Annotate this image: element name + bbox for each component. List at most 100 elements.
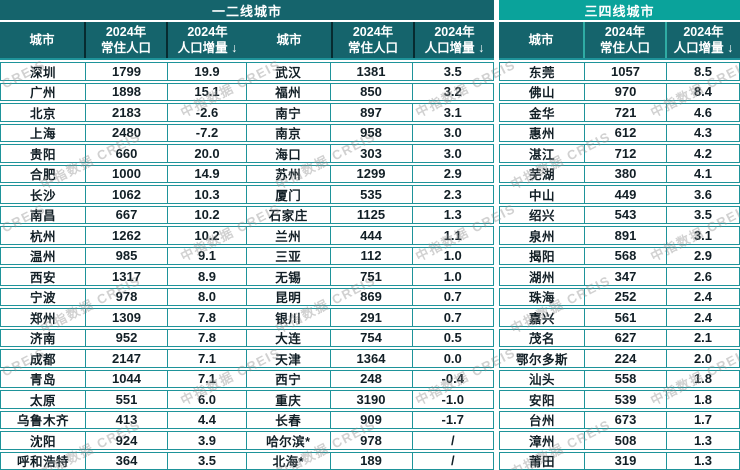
cell-population: 539 — [584, 391, 666, 408]
cell-city: 苏州 — [275, 168, 302, 182]
cell-population: 444 — [329, 227, 412, 244]
col-header-delta: 2024年 人口增量 ↓ — [665, 22, 740, 58]
cell-population: 543 — [584, 206, 666, 223]
cell-city: 福州 — [275, 86, 302, 100]
cell-delta: 4.3 — [666, 124, 739, 141]
cell-population: 2480 — [85, 124, 167, 141]
cell-delta: 10.2 — [167, 227, 246, 244]
cell-delta: -2.6 — [167, 104, 246, 121]
cell-population: 985 — [85, 247, 167, 264]
cell-city: 青岛 — [29, 373, 56, 387]
cell-delta: 4.2 — [666, 145, 739, 162]
tier34-subtables: 城市 2024年 常住人口 2024年 人口增量 ↓ 东莞 1057 8.5 佛山 970 8.4 金… — [499, 22, 740, 470]
cell-city: 茂名 — [528, 332, 555, 346]
table-row: 贵阳 660 20.0 — [0, 144, 247, 163]
table-rows: 东莞 1057 8.5 佛山 970 8.4 金华 721 4.6 惠州 612 4.3 湛江 712 4.… — [499, 60, 740, 470]
cell-delta: 8.9 — [167, 268, 246, 285]
cell-population: 551 — [85, 391, 167, 408]
cell-population: 449 — [584, 186, 666, 203]
cell-delta: 3.9 — [167, 432, 246, 449]
table-row: 西宁 248 -0.4 — [247, 369, 494, 388]
cell-city: 大连 — [275, 332, 302, 346]
cell-population: 1299 — [329, 165, 412, 182]
cell-population: 319 — [584, 452, 666, 469]
table-row: 北海* 189/ — [247, 451, 494, 470]
subtable-tier12-b: 城市 2024年 常住人口 2024年 人口增量 ↓ 武汉 1381 3.5 福州 850 3.2 南… — [247, 22, 494, 470]
table-row: 福州 850 3.2 — [247, 82, 494, 101]
cell-city: 三亚 — [275, 250, 302, 264]
cell-delta: 1.3 — [411, 206, 494, 223]
cell-delta: 2.0 — [666, 350, 739, 367]
table-row: 合肥 1000 14.9 — [0, 164, 247, 183]
cell-population: 189 — [329, 452, 412, 469]
cell-delta: 1.8 — [666, 391, 739, 408]
table-row: 金华 721 4.6 — [499, 103, 740, 122]
cell-population: 3190 — [329, 391, 412, 408]
table-row: 台州 673 1.7 — [499, 410, 740, 429]
cell-city: 合肥 — [29, 168, 56, 182]
col-header-population: 2024年 常住人口 — [583, 22, 665, 58]
section-tier34: 三四线城市 城市 2024年 常住人口 2024年 人口增量 ↓ 东莞 1057 8.5 佛山 9… — [499, 0, 740, 470]
cell-population: 924 — [85, 432, 167, 449]
cell-delta: 1.8 — [666, 370, 739, 387]
cell-population: 1000 — [85, 165, 167, 182]
cell-delta: 8.0 — [167, 288, 246, 305]
cell-city: 武汉 — [275, 65, 302, 80]
cell-city: 南昌 — [29, 209, 56, 223]
cell-delta: 2.3 — [411, 186, 494, 203]
table-row: 北京 2183 -2.6 — [0, 103, 247, 122]
cell-city: 重庆 — [275, 393, 302, 408]
cell-delta: -1.0 — [411, 391, 494, 408]
cell-population: 558 — [584, 370, 666, 387]
cell-population: 413 — [85, 411, 167, 428]
cell-city: 西宁 — [275, 373, 302, 387]
cell-population: 561 — [584, 309, 666, 326]
cell-delta: 7.8 — [167, 329, 246, 346]
cell-city: 漳州 — [528, 434, 555, 449]
cell-city: 海口 — [275, 147, 302, 162]
table-row: 嘉兴 561 2.4 — [499, 308, 740, 327]
column-header-row: 城市 2024年 常住人口 2024年 人口增量 ↓ — [499, 22, 740, 60]
cell-delta: 4.1 — [666, 165, 739, 182]
cell-population: 712 — [584, 145, 666, 162]
cell-city: 太原 — [29, 393, 56, 408]
cell-population: 347 — [584, 268, 666, 285]
table-row: 武汉 1381 3.5 — [247, 62, 494, 81]
cell-delta: 14.9 — [167, 165, 246, 182]
cell-delta: 15.1 — [167, 83, 246, 100]
cell-delta: 4.6 — [666, 104, 739, 121]
table-row: 揭阳 568 2.9 — [499, 246, 740, 265]
cell-population: 1364 — [329, 350, 412, 367]
cell-population: 303 — [329, 145, 412, 162]
cell-delta: 19.9 — [167, 63, 246, 80]
cell-city: 郑州 — [29, 311, 56, 326]
section-title-tier34: 三四线城市 — [499, 0, 740, 22]
cell-population: 958 — [329, 124, 412, 141]
cell-city: 深圳 — [29, 65, 56, 80]
cell-city: 嘉兴 — [528, 311, 555, 326]
table-row: 杭州 1262 10.2 — [0, 226, 247, 245]
cell-population: 2183 — [85, 104, 167, 121]
cell-city: 哈尔滨* — [266, 434, 311, 449]
cell-population: 869 — [329, 288, 412, 305]
table-rows: 深圳 1799 19.9 广州 1898 15.1 北京 2183 -2.6 上海 2480 -7.2… — [0, 60, 247, 470]
cell-delta: 3.5 — [411, 63, 494, 80]
cell-city: 泉州 — [528, 229, 555, 244]
cell-delta: 6.0 — [167, 391, 246, 408]
cell-delta: / — [411, 432, 494, 449]
cell-population: 660 — [85, 145, 167, 162]
table-row: 漳州 508 1.3 — [499, 431, 740, 450]
subtable-tier12-a: 城市 2024年 常住人口 2024年 人口增量 ↓ 深圳 1799 19.9 广州 1898 15… — [0, 22, 247, 470]
cell-population: 535 — [329, 186, 412, 203]
table-row: 长春 909 -1.7 — [247, 410, 494, 429]
cell-delta: 8.4 — [666, 83, 739, 100]
cell-city: 无锡 — [275, 270, 302, 285]
table-row: 石家庄 1125 1.3 — [247, 205, 494, 224]
cell-delta: 1.3 — [666, 452, 739, 469]
table-row: 上海 2480 -7.2 — [0, 123, 247, 142]
cell-population: 970 — [584, 83, 666, 100]
cell-city: 石家庄 — [268, 209, 308, 223]
cell-population: 978 — [329, 432, 412, 449]
